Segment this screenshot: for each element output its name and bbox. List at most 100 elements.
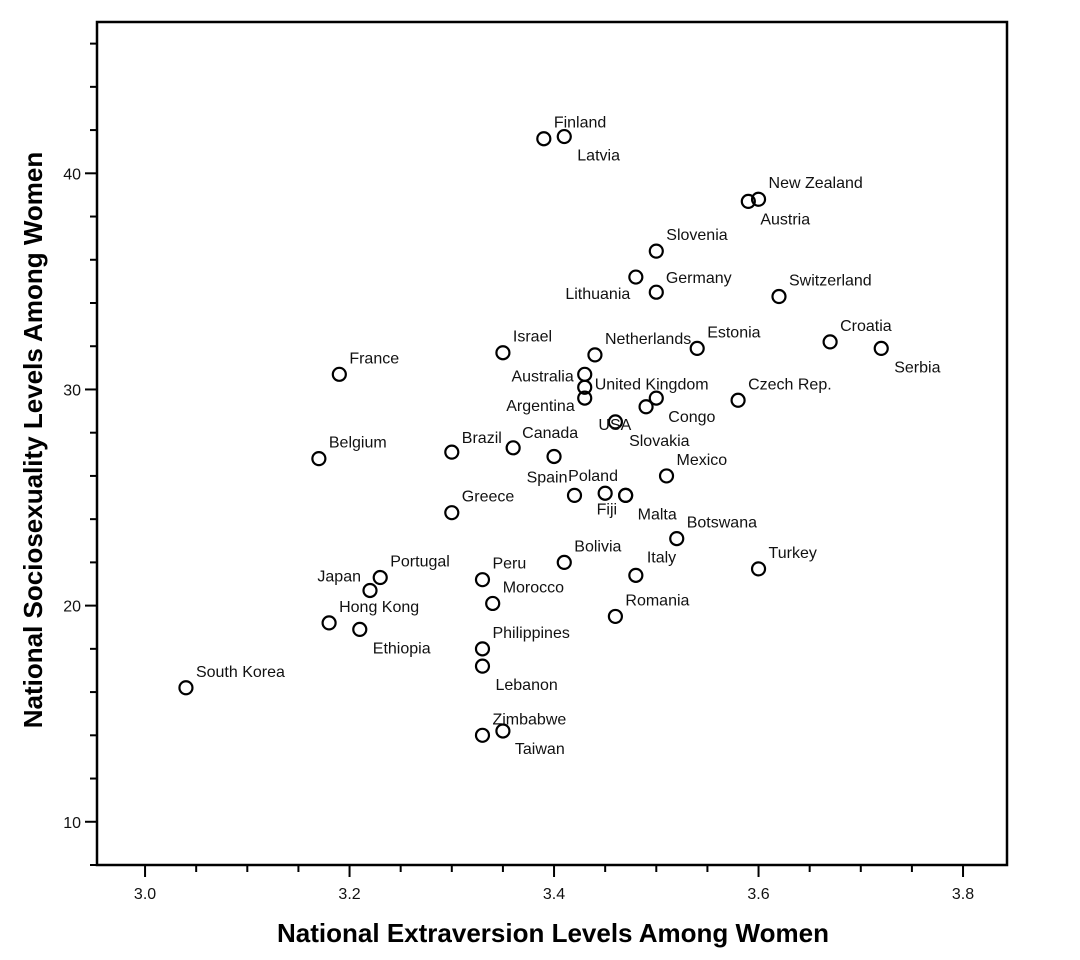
data-point: Romania [607,592,690,625]
point-marker [556,128,572,145]
x-tick-label: 3.6 [747,886,769,903]
point-label: Peru [492,556,526,573]
x-axis-title: National Extraversion Levels Among Women [277,918,829,948]
point-label: Romania [625,592,689,609]
point-marker [638,399,654,415]
data-point: United Kingdom [577,376,709,395]
data-point: Malta [618,487,677,523]
data-point: Czech Rep. [730,376,832,408]
point-label: Argentina [506,398,575,415]
data-point: Germany [628,269,732,287]
point-marker [607,608,623,625]
point-label: Zimbabwe [492,711,566,728]
point-label: Turkey [769,545,817,562]
data-point: Turkey [750,545,817,577]
data-point: South Korea [178,664,285,696]
data-point: Latvia [556,128,620,165]
data-point: Finland [536,115,606,147]
point-label: Switzerland [789,273,872,290]
point-marker [750,191,767,207]
point-label: Botswana [687,515,757,532]
data-point: Slovenia [648,227,728,259]
point-label: Italy [647,549,676,566]
point-label: Belgium [329,435,387,452]
y-tick-label: 40 [63,166,81,183]
point-marker [352,621,368,637]
point-marker [444,505,460,521]
point-label: USA [598,417,631,434]
data-point: Israel [495,329,552,361]
point-marker [505,440,521,456]
point-marker [495,723,511,739]
data-point: Argentina [506,390,593,415]
point-marker [771,288,787,305]
point-marker [556,554,572,570]
point-label: Spain [527,469,568,486]
point-label: Slovakia [629,433,690,450]
point-label: Fiji [597,501,617,518]
point-label: Australia [511,368,573,385]
point-label: Serbia [894,359,940,376]
point-marker [321,615,337,631]
point-marker [474,572,491,588]
point-label: Morocco [503,579,564,596]
point-marker [546,448,562,465]
point-label: Israel [513,329,552,346]
point-marker [648,243,664,259]
data-point: Peru [474,556,526,588]
plot-frame [95,20,1009,867]
point-marker [607,414,623,430]
point-label: Canada [522,425,578,442]
point-label: Austria [760,211,810,228]
data-point: Brazil [444,430,502,460]
point-marker [689,340,705,356]
data-point: Slovakia [629,399,690,450]
y-axis-title: National Sociosexuality Levels Among Wom… [18,152,48,728]
point-marker [730,392,746,408]
data-point: Bolivia [556,538,622,570]
point-marker [311,451,327,467]
point-marker [669,531,685,547]
point-marker [750,561,767,577]
point-label: Congo [668,409,715,426]
data-point: Taiwan [495,723,565,758]
data-point: Lebanon [474,658,558,694]
point-label: Malta [638,506,677,523]
point-label: Taiwan [515,741,565,758]
point-label: Lebanon [495,677,557,694]
data-points: Finland Latvia New Zealand Austria Slovenia G… [178,115,941,758]
point-label: Greece [462,489,515,506]
y-tick-label: 20 [63,599,81,616]
point-marker [577,366,593,382]
data-point: Fiji [597,487,634,518]
data-point: Austria [740,193,810,228]
point-label: South Korea [196,664,285,681]
data-point: Hong Kong [321,599,419,631]
data-point: Poland [568,468,618,501]
data-point: France [331,350,399,382]
point-marker [873,340,889,356]
point-marker [474,658,491,674]
point-label: Czech Rep. [748,376,832,393]
point-marker [536,131,552,147]
point-marker [566,487,583,503]
point-marker [474,727,491,743]
data-point: New Zealand [750,175,863,207]
data-point [546,448,562,465]
data-point: Serbia [873,340,941,376]
point-marker [362,582,378,599]
point-marker [331,366,347,382]
point-marker [587,347,603,363]
point-marker [178,680,194,696]
point-marker [474,641,491,657]
point-marker [372,569,388,586]
point-label: Germany [666,270,732,287]
point-label: Portugal [390,554,450,571]
x-tick-label: 3.8 [952,886,974,903]
data-point: USA [598,414,632,434]
point-label: Brazil [462,430,502,447]
point-marker [485,595,501,612]
point-label: Lithuania [565,286,630,303]
point-label: Finland [554,115,606,132]
